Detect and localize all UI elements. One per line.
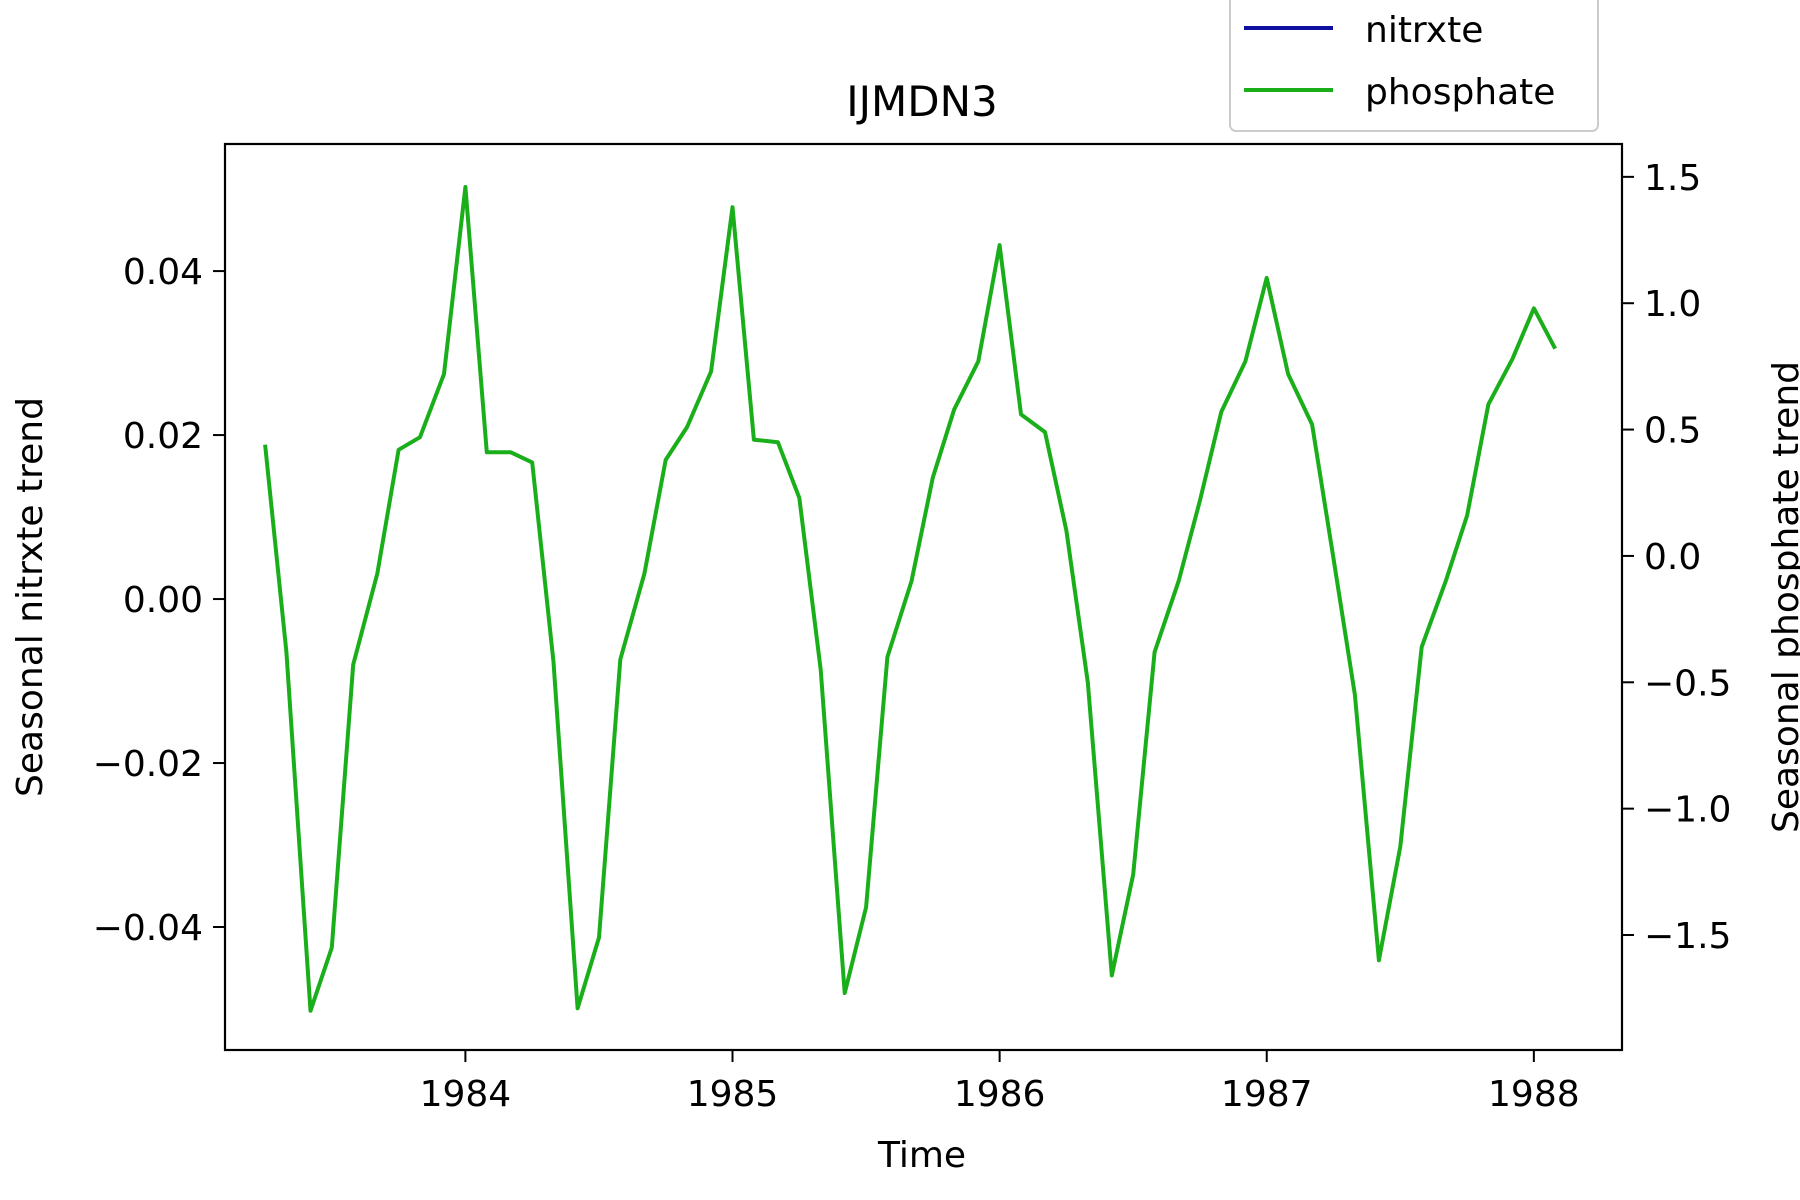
x-axis: 1984 1985 1986 1987 1988 [420, 1050, 1580, 1115]
left-y-axis-title: Seasonal nitrxte trend [10, 397, 51, 797]
right-y-tick-label: 0.5 [1644, 411, 1701, 452]
left-y-tick-label: 0.02 [123, 416, 203, 457]
x-tick-label: 1988 [1488, 1074, 1580, 1115]
right-y-tick-label: −0.5 [1644, 663, 1731, 704]
right-y-tick-label: 1.5 [1644, 158, 1701, 199]
x-tick-label: 1984 [420, 1074, 512, 1115]
right-y-axis-title: Seasonal phosphate trend [1766, 361, 1800, 833]
right-y-tick-label: −1.0 [1644, 790, 1731, 831]
plot-area [263, 185, 1557, 1013]
right-y-tick-label: 0.0 [1644, 537, 1701, 578]
legend-box [1229, 0, 1599, 132]
x-axis-title: Time [877, 1135, 966, 1176]
left-y-tick-label: 0.00 [123, 580, 203, 621]
x-tick-label: 1986 [954, 1074, 1046, 1115]
x-tick-label: 1985 [687, 1074, 779, 1115]
legend: nitrxte phosphate [1229, 0, 1599, 132]
series-line-phosphate [263, 185, 1557, 1013]
legend-label-phosphate: phosphate [1365, 72, 1555, 113]
right-y-tick-label: −1.5 [1644, 916, 1731, 957]
plot-frame [223, 142, 1624, 1052]
legend-label-nitrxte: nitrxte [1365, 10, 1483, 51]
x-tick-label: 1987 [1221, 1074, 1313, 1115]
left-y-tick-label: −0.02 [93, 744, 203, 785]
chart-title: IJMDN3 [846, 77, 998, 126]
right-y-axis: 1.5 1.0 0.5 0.0 −0.5 −1.0 −1.5 [1622, 158, 1731, 957]
left-y-tick-label: −0.04 [93, 908, 203, 949]
left-y-tick-label: 0.04 [123, 252, 203, 293]
left-y-axis: 0.04 0.02 0.00 −0.02 −0.04 [93, 252, 225, 949]
right-y-tick-label: 1.0 [1644, 284, 1701, 325]
